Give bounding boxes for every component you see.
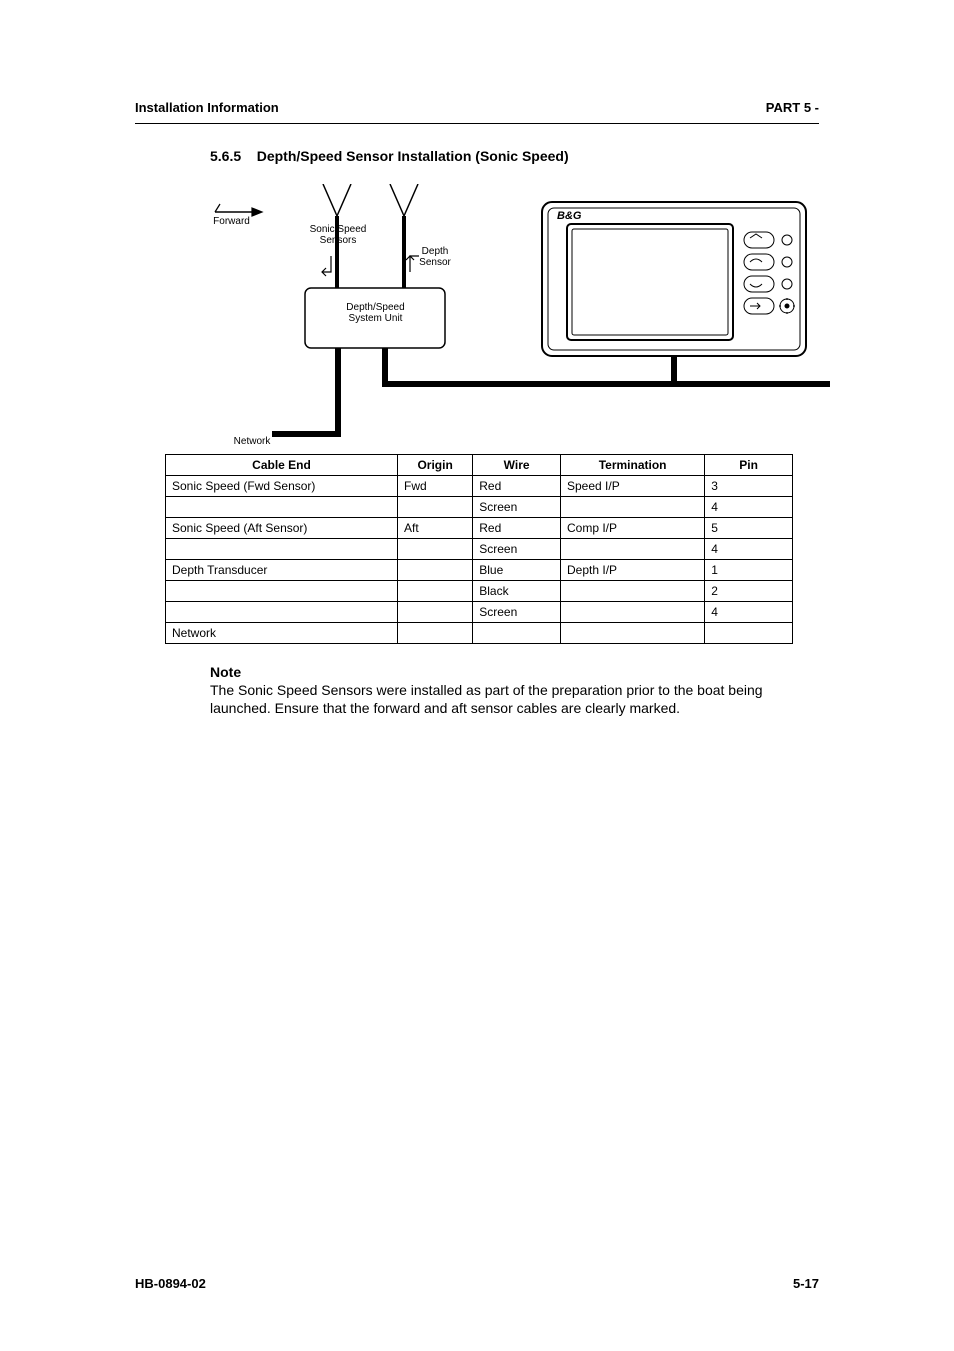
table-cell [166,497,398,518]
table-cell [473,623,561,644]
table-cell [705,623,793,644]
table-cell [561,581,705,602]
label-sonic-speed-sensors: Sonic Speed Sensors [308,224,368,246]
table-cell [561,623,705,644]
table-cell: Fwd [398,476,473,497]
section-title: 5.6.5 Depth/Speed Sensor Installation (S… [210,148,819,164]
note-label: Note [210,664,241,680]
table-body: Sonic Speed (Fwd Sensor)FwdRedSpeed I/P3… [166,476,793,644]
diagram-svg: B&G [210,184,830,454]
table-cell [166,539,398,560]
table-cell: Speed I/P [561,476,705,497]
table-cell [561,497,705,518]
table-cell: Sonic Speed (Aft Sensor) [166,518,398,539]
svg-text:B&G: B&G [557,210,582,222]
table-cell: 5 [705,518,793,539]
table-row: Sonic Speed (Fwd Sensor)FwdRedSpeed I/P3 [166,476,793,497]
table-column-header: Pin [705,455,793,476]
label-system-unit: Depth/Speed System Unit [328,302,423,324]
table-cell: 3 [705,476,793,497]
table-cell: 2 [705,581,793,602]
table-cell [561,539,705,560]
table-header-row: Cable EndOriginWireTerminationPin [166,455,793,476]
table-column-header: Termination [561,455,705,476]
label-network: Network [222,436,282,447]
table-column-header: Cable End [166,455,398,476]
table-cell: Network [166,623,398,644]
table-cell [398,623,473,644]
table-cell: Comp I/P [561,518,705,539]
table-cell: Depth I/P [561,560,705,581]
table-cell: Blue [473,560,561,581]
label-depth-sensor: Depth Sensor [410,246,460,268]
table-cell: Red [473,476,561,497]
table-row: Depth Transducer BlueDepth I/P1 [166,560,793,581]
page-header: Installation Information PART 5 - [135,100,819,124]
note-body: The Sonic Speed Sensors were installed a… [210,682,763,716]
label-text: Forward [213,216,250,227]
table-cell: Depth Transducer [166,560,398,581]
wiring-diagram: B&G [210,184,830,454]
table-column-header: Wire [473,455,561,476]
section-heading: Depth/Speed Sensor Installation (Sonic S… [257,148,569,164]
page-footer: HB-0894-02 5-17 [135,1276,819,1291]
table-row: Screen 4 [166,497,793,518]
table-row: Screen 4 [166,602,793,623]
wiring-table: Cable EndOriginWireTerminationPin Sonic … [165,454,793,644]
header-left-text: Installation Information [135,100,279,115]
label-forward: Forward [204,216,259,227]
table-cell: Red [473,518,561,539]
header-right-text: PART 5 - [766,100,819,115]
table-cell: 4 [705,602,793,623]
table-cell: Screen [473,539,561,560]
label-text: Network [234,436,271,447]
table-column-header: Origin [398,455,473,476]
table-cell [398,581,473,602]
table-row: Sonic Speed (Aft Sensor)AftRedComp I/P5 [166,518,793,539]
label-text: Depth Sensor [419,246,451,268]
table-cell [398,560,473,581]
table-cell [561,602,705,623]
table-cell [166,602,398,623]
table-row: Network [166,623,793,644]
section-number: 5.6.5 [210,148,241,164]
table-cell: 1 [705,560,793,581]
label-text: Sonic Speed Sensors [310,224,367,246]
footer-right: 5-17 [793,1276,819,1291]
table-cell: Aft [398,518,473,539]
table-cell [398,602,473,623]
table-cell: Screen [473,497,561,518]
table-row: Screen 4 [166,539,793,560]
table-cell: 4 [705,539,793,560]
table-cell [166,581,398,602]
table-cell: Black [473,581,561,602]
table-cell: Sonic Speed (Fwd Sensor) [166,476,398,497]
label-text: Depth/Speed System Unit [346,302,404,324]
table-cell [398,497,473,518]
table-cell: 4 [705,497,793,518]
table-cell [398,539,473,560]
table-cell: Screen [473,602,561,623]
table-row: Black 2 [166,581,793,602]
note-block: Note The Sonic Speed Sensors were instal… [210,664,819,718]
footer-left: HB-0894-02 [135,1276,206,1291]
